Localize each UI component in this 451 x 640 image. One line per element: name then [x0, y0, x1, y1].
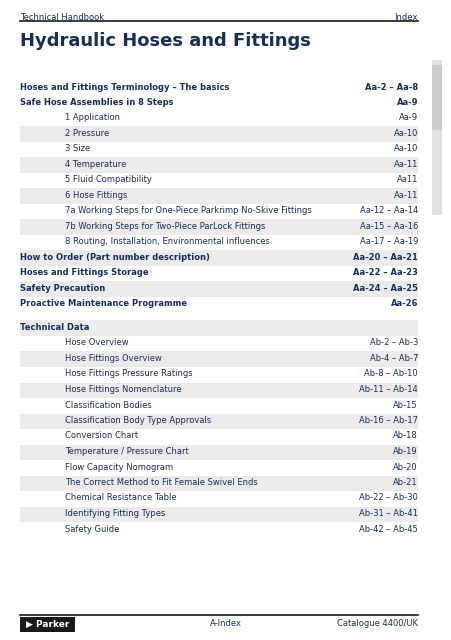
- Text: Ab-22 – Ab-30: Ab-22 – Ab-30: [359, 493, 417, 502]
- Text: Aa-26: Aa-26: [390, 300, 417, 308]
- Text: Ab-42 – Ab-45: Ab-42 – Ab-45: [359, 525, 417, 534]
- Text: Hose Fittings Nomenclature: Hose Fittings Nomenclature: [65, 385, 181, 394]
- Text: Ab-16 – Ab-17: Ab-16 – Ab-17: [358, 416, 417, 425]
- Text: Safety Guide: Safety Guide: [65, 525, 119, 534]
- Text: Ab-15: Ab-15: [392, 401, 417, 410]
- Text: Ab-8 – Ab-10: Ab-8 – Ab-10: [364, 369, 417, 378]
- Bar: [20, 351, 417, 367]
- Text: Ab-20: Ab-20: [392, 463, 417, 472]
- Bar: [431, 60, 441, 215]
- Text: Aa-20 – Aa-21: Aa-20 – Aa-21: [352, 253, 417, 262]
- Text: Hose Fittings Overview: Hose Fittings Overview: [65, 354, 161, 363]
- Text: Aa-11: Aa-11: [393, 191, 417, 200]
- Text: Aa-24 – Aa-25: Aa-24 – Aa-25: [352, 284, 417, 293]
- Text: Classification Bodies: Classification Bodies: [65, 401, 152, 410]
- Text: The Correct Method to Fit Female Swivel Ends: The Correct Method to Fit Female Swivel …: [65, 478, 257, 487]
- Bar: [20, 127, 417, 142]
- Text: Catalogue 4400/UK: Catalogue 4400/UK: [336, 620, 417, 628]
- Text: 1 Application: 1 Application: [65, 113, 120, 122]
- Text: 4 Temperature: 4 Temperature: [65, 160, 126, 169]
- Text: Safety Precaution: Safety Precaution: [20, 284, 105, 293]
- Text: 6 Hose Fittings: 6 Hose Fittings: [65, 191, 127, 200]
- Text: Aa-22 – Aa-23: Aa-22 – Aa-23: [352, 269, 417, 278]
- Bar: [20, 383, 417, 398]
- Text: Aa-11: Aa-11: [393, 160, 417, 169]
- Bar: [20, 250, 417, 266]
- Text: Ab-19: Ab-19: [392, 447, 417, 456]
- Bar: [20, 476, 417, 491]
- Bar: [20, 506, 417, 522]
- Text: A-Index: A-Index: [210, 620, 241, 628]
- Text: Proactive Maintenance Programme: Proactive Maintenance Programme: [20, 300, 187, 308]
- Bar: [20, 189, 417, 204]
- Text: Conversion Chart: Conversion Chart: [65, 431, 138, 440]
- Text: Flow Capacity Nomogram: Flow Capacity Nomogram: [65, 463, 173, 472]
- Text: 8 Routing, Installation, Environmental influences: 8 Routing, Installation, Environmental i…: [65, 237, 269, 246]
- Text: How to Order (Part number description): How to Order (Part number description): [20, 253, 209, 262]
- Text: Identifying Fitting Types: Identifying Fitting Types: [65, 509, 165, 518]
- Text: ▶ Parker: ▶ Parker: [26, 620, 69, 629]
- Text: Aa-17 – Aa-19: Aa-17 – Aa-19: [359, 237, 417, 246]
- Bar: [20, 617, 75, 632]
- Text: Aa-10: Aa-10: [393, 129, 417, 138]
- Text: Chemical Resistance Table: Chemical Resistance Table: [65, 493, 176, 502]
- Bar: [20, 282, 417, 297]
- Text: Ab-4 – Ab-7: Ab-4 – Ab-7: [369, 354, 417, 363]
- Bar: [20, 413, 417, 429]
- Text: 7b Working Steps for Two-Piece ParLock Fittings: 7b Working Steps for Two-Piece ParLock F…: [65, 222, 265, 231]
- Text: Aa-12 – Aa-14: Aa-12 – Aa-14: [359, 207, 417, 216]
- Text: Hydraulic Hoses and Fittings: Hydraulic Hoses and Fittings: [20, 32, 310, 50]
- Bar: [431, 65, 441, 130]
- Text: 3 Size: 3 Size: [65, 145, 90, 154]
- Bar: [20, 445, 417, 460]
- Text: Hose Fittings Pressure Ratings: Hose Fittings Pressure Ratings: [65, 369, 192, 378]
- Text: Technical Handbook: Technical Handbook: [20, 13, 104, 22]
- Text: Ab-21: Ab-21: [392, 478, 417, 487]
- Text: Ab-2 – Ab-3: Ab-2 – Ab-3: [369, 339, 417, 348]
- Text: Ab-11 – Ab-14: Ab-11 – Ab-14: [359, 385, 417, 394]
- Text: Ab-31 – Ab-41: Ab-31 – Ab-41: [359, 509, 417, 518]
- Bar: [20, 220, 417, 235]
- Text: Temperature / Pressure Chart: Temperature / Pressure Chart: [65, 447, 189, 456]
- Text: Aa11: Aa11: [396, 175, 417, 184]
- Text: Hose Overview: Hose Overview: [65, 339, 129, 348]
- Text: Hoses and Fittings Storage: Hoses and Fittings Storage: [20, 269, 148, 278]
- Text: Ab-18: Ab-18: [392, 431, 417, 440]
- Text: Aa-2 – Aa-8: Aa-2 – Aa-8: [364, 83, 417, 92]
- Text: 7a Working Steps for One-Piece Parkrimp No-Skive Fittings: 7a Working Steps for One-Piece Parkrimp …: [65, 207, 311, 216]
- Text: 2 Pressure: 2 Pressure: [65, 129, 109, 138]
- Text: Aa-9: Aa-9: [398, 113, 417, 122]
- Bar: [20, 321, 417, 336]
- Bar: [20, 157, 417, 173]
- Text: Technical Data: Technical Data: [20, 323, 89, 332]
- Text: Aa-9: Aa-9: [396, 98, 417, 107]
- Text: 5 Fluid Compatibility: 5 Fluid Compatibility: [65, 175, 152, 184]
- Text: Classification Body Type Approvals: Classification Body Type Approvals: [65, 416, 211, 425]
- Text: Aa-15 – Aa-16: Aa-15 – Aa-16: [359, 222, 417, 231]
- Text: Index: Index: [394, 13, 417, 22]
- Text: Safe Hose Assemblies in 8 Steps: Safe Hose Assemblies in 8 Steps: [20, 98, 173, 107]
- Text: Aa-10: Aa-10: [393, 145, 417, 154]
- Text: Hoses and Fittings Terminology – The basics: Hoses and Fittings Terminology – The bas…: [20, 83, 229, 92]
